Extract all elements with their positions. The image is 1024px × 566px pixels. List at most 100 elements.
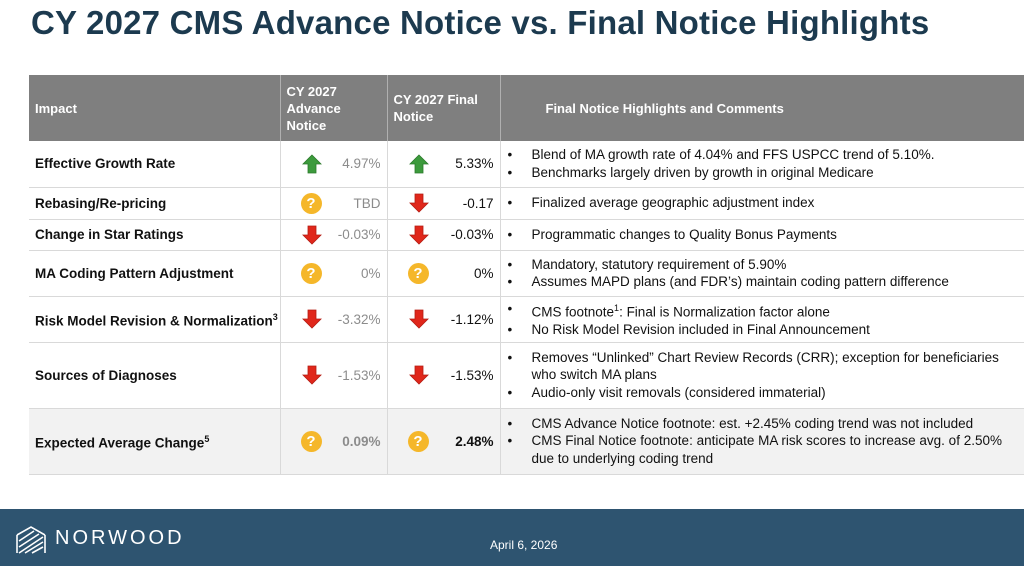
advance-value-cell: ? 0.09%	[280, 408, 388, 475]
comment-bullet: Blend of MA growth rate of 4.04% and FFS…	[508, 146, 1019, 164]
impact-cell: Sources of Diagnoses	[29, 342, 281, 409]
comment-bullet: No Risk Model Revision included in Final…	[508, 321, 1019, 339]
impact-cell: Expected Average Change5	[29, 408, 281, 475]
down-arrow-icon	[408, 309, 429, 329]
table-row: Risk Model Revision & Normalization3 -3.3…	[29, 296, 1024, 343]
up-arrow-icon	[408, 154, 429, 174]
footnote-marker: 5	[204, 433, 210, 444]
table-row: Expected Average Change5? 0.09%? 2.48% CMS …	[29, 408, 1024, 475]
advance-value-cell: ? TBD	[280, 187, 388, 220]
header-final: CY 2027 Final Notice	[387, 75, 501, 141]
final-value: -0.03%	[450, 227, 494, 242]
comments-cell: Finalized average geographic adjustment …	[500, 187, 1024, 220]
advance-value: TBD	[353, 195, 381, 211]
down-arrow-icon	[408, 225, 429, 245]
table-row: Change in Star Ratings -0.03% -0.03% Progra…	[29, 219, 1024, 251]
advance-value: 4.97%	[342, 156, 381, 172]
impact-cell: Change in Star Ratings	[29, 219, 281, 251]
comment-bullet: Programmatic changes to Quality Bonus Pa…	[508, 226, 1019, 244]
impact-cell: Risk Model Revision & Normalization3	[29, 296, 281, 343]
final-value-cell: ? 2.48%	[387, 408, 501, 475]
comment-text: : Final is Normalization factor alone	[619, 304, 830, 320]
header-comments: Final Notice Highlights and Comments	[500, 75, 1024, 141]
final-value: -0.17	[462, 195, 494, 211]
advance-value-cell: -3.32%	[280, 296, 388, 343]
impact-label: Risk Model Revision & Normalization	[35, 313, 273, 329]
table-row: MA Coding Pattern Adjustment? 0%? 0% Mandat…	[29, 250, 1024, 297]
final-value: 5.33%	[455, 156, 494, 172]
advance-value-cell: 4.97%	[280, 141, 388, 188]
table-row: Sources of Diagnoses -1.53% -1.53% Removes …	[29, 342, 1024, 409]
comments-list: CMS footnote1: Final is Normalization fa…	[501, 300, 1024, 339]
final-value: -1.53%	[450, 367, 494, 383]
impact-cell: Rebasing/Re-pricing	[29, 187, 281, 220]
table-header-row: Impact CY 2027 Advance Notice CY 2027 Fi…	[29, 75, 1024, 141]
impact-label: Change in Star Ratings	[35, 227, 184, 242]
final-value-cell: -0.03%	[387, 219, 501, 251]
comments-cell: Mandatory, statutory requirement of 5.90…	[500, 250, 1024, 297]
comments-cell: Blend of MA growth rate of 4.04% and FFS…	[500, 141, 1024, 188]
final-value: 2.48%	[455, 433, 494, 449]
advance-value: -1.53%	[337, 367, 381, 383]
down-arrow-icon	[301, 365, 322, 385]
comments-list: Blend of MA growth rate of 4.04% and FFS…	[501, 146, 1024, 181]
comments-list: Programmatic changes to Quality Bonus Pa…	[501, 226, 1024, 244]
footnote-marker: 1	[614, 302, 620, 313]
down-arrow-icon	[408, 365, 429, 385]
final-value-cell: -0.17	[387, 187, 501, 220]
brand-name: NORWOOD	[55, 527, 185, 549]
comments-cell: Removes “Unlinked” Chart Review Records …	[500, 342, 1024, 409]
final-value-cell: -1.53%	[387, 342, 501, 409]
comment-bullet: Finalized average geographic adjustment …	[508, 194, 1019, 212]
up-arrow-icon	[301, 154, 322, 174]
advance-value: 0%	[360, 265, 381, 281]
footer: NORWOOD April 6, 2026	[0, 509, 1024, 566]
comments-cell: Programmatic changes to Quality Bonus Pa…	[500, 219, 1024, 251]
final-value: 0%	[473, 265, 494, 281]
comments-list: Removes “Unlinked” Chart Review Records …	[501, 349, 1024, 402]
impact-label: Effective Growth Rate	[35, 156, 176, 172]
header-final-text: CY 2027 Final Notice	[393, 92, 478, 124]
down-arrow-icon	[408, 193, 429, 213]
advance-value-cell: ? 0%	[280, 250, 388, 297]
final-value-cell: 5.33%	[387, 141, 501, 188]
advance-value-cell: -1.53%	[280, 342, 388, 409]
advance-value: -3.32%	[337, 311, 381, 327]
comments-cell: CMS Advance Notice footnote: est. +2.45%…	[500, 408, 1024, 475]
table-row: Effective Growth Rate 4.97% 5.33% Blend of …	[29, 141, 1024, 188]
header-impact: Impact	[29, 75, 281, 141]
question-icon: ?	[407, 262, 429, 284]
header-advance: CY 2027 Advance Notice	[280, 75, 388, 141]
impact-cell: Effective Growth Rate	[29, 141, 281, 188]
impact-label: Sources of Diagnoses	[35, 367, 177, 383]
impact-label: MA Coding Pattern Adjustment	[35, 265, 234, 281]
question-icon: ?	[407, 430, 429, 452]
advance-value-cell: -0.03%	[280, 219, 388, 251]
page-title: CY 2027 CMS Advance Notice vs. Final Not…	[31, 4, 930, 41]
down-arrow-icon	[301, 309, 322, 329]
comparison-table: Impact CY 2027 Advance Notice CY 2027 Fi…	[29, 75, 1024, 475]
comment-bullet: CMS Advance Notice footnote: est. +2.45%…	[508, 415, 1019, 433]
comment-text: CMS footnote	[531, 304, 615, 320]
question-icon: ?	[300, 262, 322, 284]
comments-list: Mandatory, statutory requirement of 5.90…	[501, 256, 1024, 291]
impact-label: Rebasing/Re-pricing	[35, 195, 167, 211]
comment-bullet: Assumes MAPD plans (and FDR’s) maintain …	[508, 273, 1019, 291]
comment-bullet: Mandatory, statutory requirement of 5.90…	[508, 256, 1019, 274]
header-advance-text: CY 2027 Advance Notice	[286, 83, 341, 133]
final-value-cell: -1.12%	[387, 296, 501, 343]
table-row: Rebasing/Re-pricing? TBD -0.17 Finalized av…	[29, 187, 1024, 220]
comment-bullet: CMS footnote1: Final is Normalization fa…	[508, 300, 1019, 321]
comments-list: Finalized average geographic adjustment …	[501, 194, 1024, 212]
footnote-marker: 3	[272, 311, 278, 322]
impact-cell: MA Coding Pattern Adjustment	[29, 250, 281, 297]
impact-label: Expected Average Change	[35, 435, 205, 451]
comments-cell: CMS footnote1: Final is Normalization fa…	[500, 296, 1024, 343]
norwood-logo-icon	[16, 526, 46, 554]
question-icon: ?	[300, 430, 322, 452]
comment-bullet: CMS Final Notice footnote: anticipate MA…	[508, 432, 1019, 467]
question-icon: ?	[300, 192, 322, 214]
comment-bullet: Benchmarks largely driven by growth in o…	[508, 164, 1019, 182]
advance-value: 0.09%	[342, 433, 381, 449]
footer-date: April 6, 2026	[490, 538, 558, 552]
